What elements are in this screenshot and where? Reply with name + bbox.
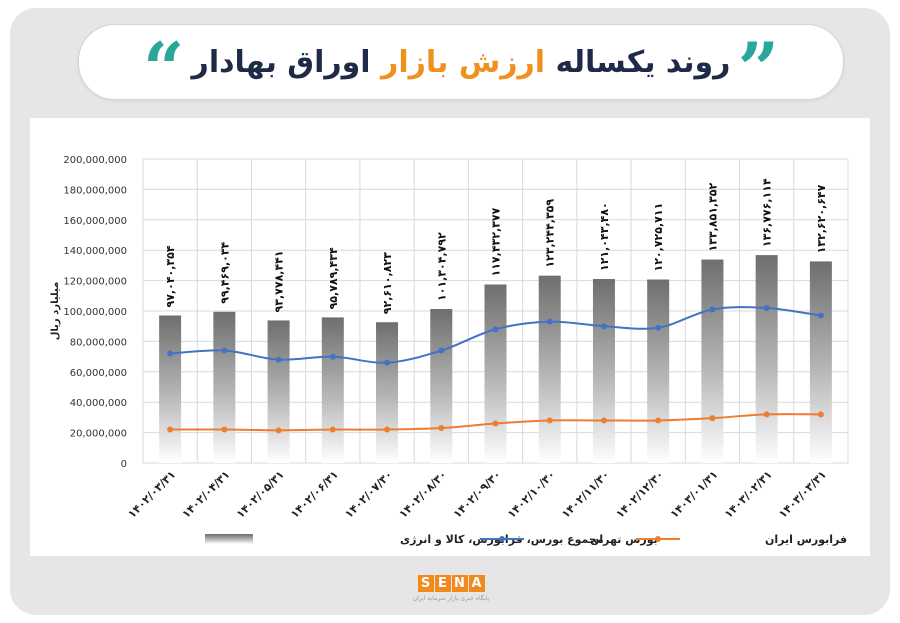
x-tick-label: ۱۴۰۲/۰۳/۳۱ [125,468,178,521]
y-tick-label: 160,000,000 [63,216,127,227]
point-farabourse [763,411,770,418]
bar-total [755,255,778,463]
x-tick-label: ۱۴۰۲/۱۱/۳۰ [559,468,612,521]
legend-marker-farabourse [655,536,661,542]
x-tick-label: ۱۴۰۲/۰۶/۳۱ [288,468,341,521]
right-quote-icon: ” [737,26,779,111]
page-title: روند یکساله ارزش بازار اوراق بهادار [79,45,843,80]
bar-total [430,309,453,463]
bar-data-label: ۱۳۶,۷۷۶,۱۱۴ [761,178,774,247]
legend-marker-tehran [499,536,505,542]
y-axis-label: میلیارد ریال [50,282,61,341]
chart-card: 0 20,000,000 40,000,000 60,000,000 80,000,00… [30,118,870,556]
y-tick-label: 0 [121,459,127,470]
bar-data-label: ۱۲۳,۲۴۴,۳۵۹ [544,199,557,268]
point-tehran [221,347,228,354]
point-farabourse [275,427,282,434]
point-tehran [600,323,607,330]
bar-data-label: ۱۲۰,۷۲۵,۷۱۱ [652,203,665,272]
bar-data-label: ۱۳۳,۸۵۱,۳۵۲ [706,182,719,251]
left-quote-icon: “ [143,26,185,111]
point-tehran [384,359,391,366]
bar-data-label: ۹۳,۷۷۸,۴۴۱ [273,250,286,312]
bar-total [376,322,399,463]
bar-data-label: ۱۳۲,۶۲۰,۶۴۷ [815,184,828,253]
point-tehran [546,318,553,325]
legend-label-farabourse: فرابورس ایران [765,533,847,546]
logo-letter: S [417,575,434,592]
y-tick-label: 180,000,000 [63,185,127,196]
point-farabourse [655,417,662,424]
y-tick-label: 140,000,000 [63,246,127,257]
point-tehran [329,353,336,360]
title-main: روند یکساله [555,45,731,80]
logo-letter: E [434,575,451,592]
point-tehran [167,350,174,357]
bar-total [538,275,561,463]
point-farabourse [438,425,445,432]
point-farabourse [492,420,499,427]
point-tehran [438,347,445,354]
point-tehran [275,356,282,363]
x-tick-label: ۱۴۰۳/۰۲/۳۱ [722,468,775,521]
bar-data-label: ۱۰۱,۳۰۴,۷۹۲ [435,232,448,301]
x-tick-label: ۱۴۰۳/۰۳/۳۱ [776,468,829,521]
bar-data-label: ۹۵,۷۸۹,۴۳۴ [327,247,340,309]
x-tick-label: ۱۴۰۲/۱۲/۳۰ [613,468,666,521]
point-farabourse [546,417,553,424]
legend-label-tehran: بورس تهران [590,533,658,546]
x-tick-label: ۱۴۰۳/۰۱/۳۱ [668,468,721,521]
point-tehran [763,304,770,311]
x-tick-label: ۱۴۰۲/۰۴/۳۱ [180,468,233,521]
y-tick-label: 40,000,000 [70,398,127,409]
bar-data-label: ۱۲۱,۰۴۳,۴۸۰ [598,202,611,271]
logo-subtitle: پایگاه خبری بازار سرمایه ایران [412,595,490,602]
bar-data-label: ۹۷,۰۴۰,۳۵۴ [164,245,177,307]
bar-total [809,261,832,463]
point-farabourse [600,417,607,424]
bar-total [159,315,182,463]
x-tick-label: ۱۴۰۲/۰۷/۳۰ [342,468,395,521]
bar-total [213,311,236,463]
bar-total [592,279,615,463]
chart-svg: 0 20,000,000 40,000,000 60,000,000 80,000,00… [50,155,849,546]
x-tick-label: ۱۴۰۲/۰۹/۳۰ [451,468,504,521]
y-tick-label: 100,000,000 [63,307,127,318]
point-farabourse [709,415,716,422]
y-tick-label: 60,000,000 [70,368,127,379]
y-tick-label: 120,000,000 [63,277,127,288]
bar-total [321,317,344,463]
bar-total [701,259,724,463]
point-farabourse [817,411,824,418]
point-farabourse [221,426,228,433]
y-tick-label: 80,000,000 [70,337,127,348]
x-tick-label: ۱۴۰۲/۰۵/۳۱ [234,468,287,521]
title-end: اوراق بهادار [191,45,371,80]
point-tehran [655,324,662,331]
bar-total [647,279,670,463]
bar-total [267,320,290,463]
legend-swatch-total [205,534,253,544]
bar-total [484,284,507,463]
title-highlight: ارزش بازار [381,45,546,80]
bar-data-label: ۹۲,۶۱۰,۸۲۳ [381,252,394,314]
point-farabourse [329,426,336,433]
y-tick-label: 20,000,000 [70,429,127,440]
logo-letter: N [451,575,468,592]
x-tick-label: ۱۴۰۲/۱۰/۳۰ [505,468,558,521]
y-tick-label: 200,000,000 [63,155,127,166]
bar-data-label: ۹۹,۴۶۹,۰۳۴ [218,241,231,303]
bar-data-label: ۱۱۷,۴۳۲,۳۷۷ [490,207,503,276]
point-farabourse [384,426,391,433]
point-tehran [709,306,716,313]
point-farabourse [167,426,174,433]
x-tick-label: ۱۴۰۲/۰۸/۳۰ [397,468,450,521]
logo-letter: A [468,575,485,592]
point-tehran [492,326,499,333]
point-tehran [817,312,824,319]
title-banner: “ روند یکساله ارزش بازار اوراق بهادار ” [78,24,844,105]
